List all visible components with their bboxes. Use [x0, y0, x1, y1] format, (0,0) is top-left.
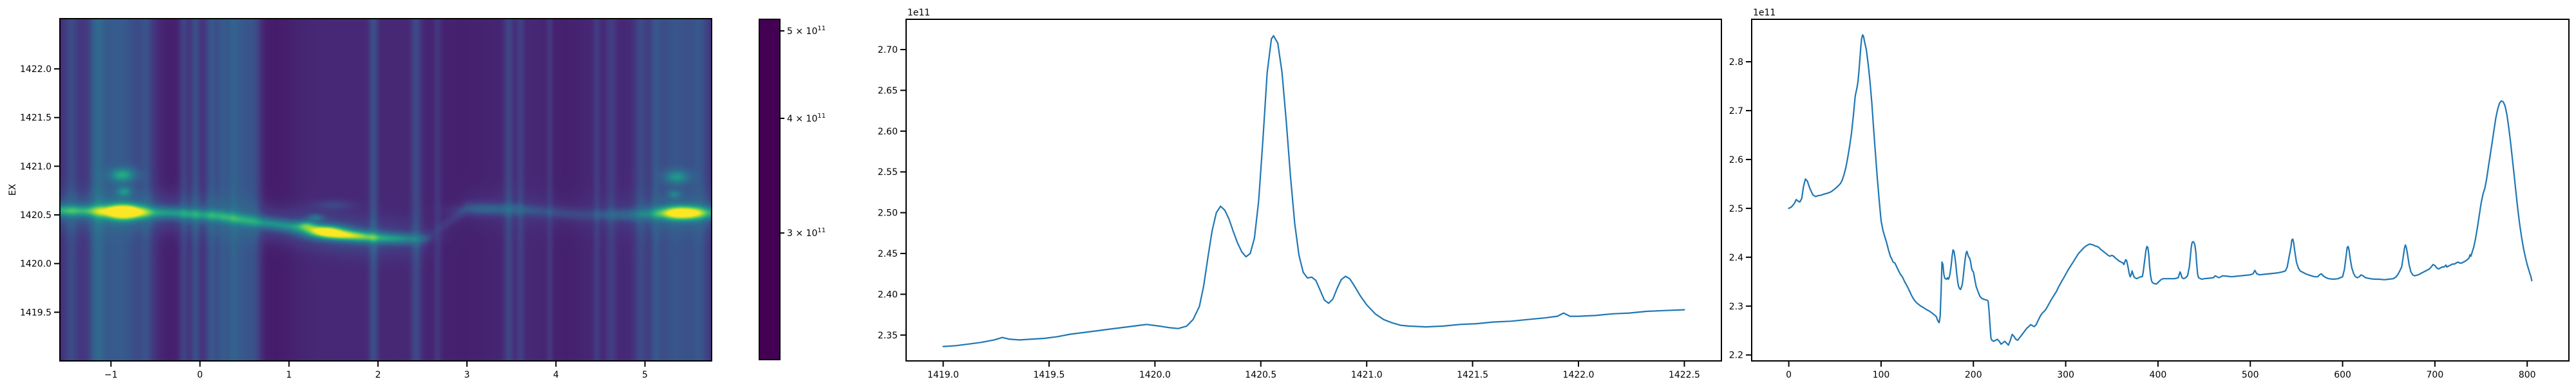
x-tick-label: −1 — [104, 370, 118, 380]
colorbar-tick-label: 4 × 1011 — [787, 113, 826, 124]
x-tick-label: 1421.0 — [1351, 370, 1383, 380]
y-axis-offset-label: 1e11 — [1753, 8, 1776, 18]
y-tick-label: 2.50 — [878, 208, 898, 219]
x-tick-label: 1420.5 — [1245, 370, 1276, 380]
x-tick-label: 1419.5 — [1033, 370, 1065, 380]
y-tick-label: 2.4 — [1729, 253, 1743, 263]
x-tick-label: 800 — [2519, 370, 2536, 380]
axes-spines — [59, 18, 712, 362]
plot-0: −1 0 1 2 3 4 5 1419.5 1420.0 1420.5 1421.0 1421.5 14… — [8, 18, 712, 380]
plot-1: 1419.0 1419.5 1420.0 1420.5 1421.0 1421.5 1422… — [878, 8, 1722, 380]
x-tick-label: 1420.0 — [1139, 370, 1171, 380]
x-tick-label: 2 — [375, 370, 381, 380]
colorbar-axes: 5 × 1011 4 × 1011 3 × 1011 — [759, 19, 826, 360]
y-tick-label: 1420.0 — [20, 259, 52, 270]
y-tick-label: 1421.5 — [20, 113, 52, 124]
y-tick-label: 2.55 — [878, 167, 898, 178]
plot-2: 0 100 200 300 400 500 600 700 800 2.2 2.3 2.4 2.5 2.6… — [1729, 8, 2570, 380]
x-tick-label: 500 — [2242, 370, 2259, 380]
spectrogram-heatmap — [60, 19, 712, 361]
colorbar-outline — [759, 19, 781, 360]
y-tick-label: 2.7 — [1729, 106, 1743, 116]
y-tick-label: 2.70 — [878, 45, 898, 55]
y-tick-label: 2.8 — [1729, 57, 1743, 68]
x-tick-label: 0 — [197, 370, 203, 380]
x-tick-label: 200 — [1965, 370, 1982, 380]
y-tick-label: 1419.5 — [20, 308, 52, 318]
colorbar-tick-label: 5 × 1011 — [787, 25, 826, 37]
x-tick-label: 1422.0 — [1563, 370, 1595, 380]
x-tick-label: 3 — [464, 370, 470, 380]
series-line — [1788, 34, 2533, 346]
axes-spines — [905, 19, 1722, 362]
y-tick-label: 1420.5 — [20, 210, 52, 221]
y-tick-label: 2.3 — [1729, 302, 1743, 312]
y-tick-label: 2.6 — [1729, 155, 1743, 165]
x-tick-label: 1419.0 — [927, 370, 959, 380]
x-tick-label: 4 — [553, 370, 559, 380]
colorbar — [759, 19, 780, 360]
y-tick-label: 2.65 — [878, 86, 898, 96]
y-tick-label: 2.45 — [878, 249, 898, 259]
x-tick-label: 700 — [2427, 370, 2444, 380]
x-tick-label: 300 — [2057, 370, 2074, 380]
x-tick-label: 5 — [642, 370, 648, 380]
y-tick-label: 2.40 — [878, 290, 898, 300]
axes-spines — [1751, 19, 2570, 362]
colorbar-tick-label: 3 × 1011 — [787, 227, 826, 239]
y-axis-label: EX — [8, 183, 18, 196]
series-line — [942, 35, 1685, 347]
x-tick-label: 1421.5 — [1457, 370, 1488, 380]
x-tick-label: 600 — [2334, 370, 2351, 380]
y-tick-label: 1421.0 — [20, 161, 52, 172]
x-tick-label: 100 — [1873, 370, 1890, 380]
y-tick-label: 1422.0 — [20, 64, 52, 75]
y-axis-offset-label: 1e11 — [907, 8, 930, 18]
x-tick-label: 1422.5 — [1669, 370, 1700, 380]
x-tick-label: 0 — [1786, 370, 1792, 380]
y-tick-label: 2.35 — [878, 331, 898, 341]
y-tick-label: 2.5 — [1729, 204, 1743, 214]
x-tick-label: 400 — [2150, 370, 2167, 380]
y-tick-label: 2.60 — [878, 127, 898, 137]
y-tick-label: 2.2 — [1729, 351, 1743, 361]
x-tick-label: 1 — [286, 370, 292, 380]
